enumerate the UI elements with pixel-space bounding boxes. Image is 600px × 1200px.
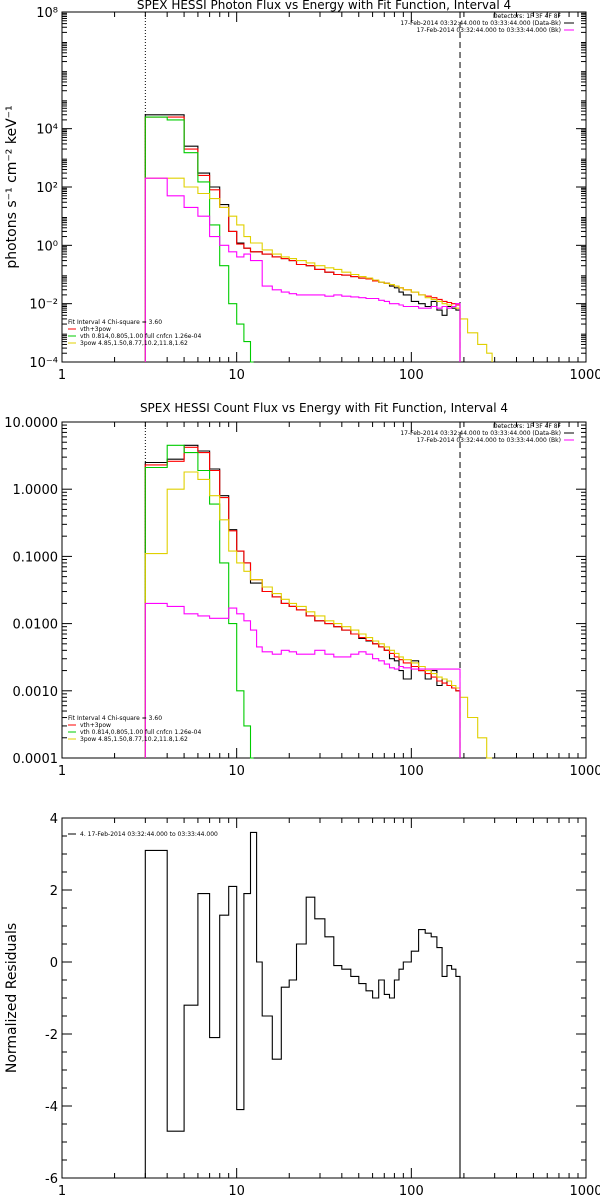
series-1-step-line (144, 116, 461, 362)
y-tick-label: 0.1000 (13, 550, 59, 565)
x-tick-label: 10 (228, 1184, 245, 1199)
y-tick-label: 0 (50, 956, 58, 971)
header-line: Detectors: 1F 3F 4F 8F (493, 423, 562, 430)
y-tick-label: 2 (50, 884, 58, 899)
plot-frame (61, 421, 587, 759)
x-tick-label: 1000 (569, 368, 600, 383)
x-tick-label: 10 (228, 764, 245, 779)
series-3-step-line (144, 177, 493, 362)
header-line: 17-Feb-2014 03:32:44.000 to 03:33:44.000… (400, 430, 561, 437)
y-tick-label: -4 (45, 1100, 58, 1115)
legend-entry: 3pow 4.85,1.50,8.77,10.2,11.8,1.62 (80, 736, 188, 743)
y-tick-label: 10⁸ (36, 6, 58, 21)
y-axis-label: Normalized Residuals (4, 923, 20, 1073)
y-tick-label: -6 (45, 1172, 58, 1187)
x-tick-label: 100 (399, 1184, 424, 1199)
x-tick-label: 100 (399, 368, 424, 383)
y-tick-label: 0.0010 (13, 685, 59, 700)
y-tick-label: 10² (36, 181, 58, 196)
x-tick-label: 100 (399, 764, 424, 779)
legend-entry: 4. 17-Feb-2014 03:32:44.000 to 03:33:44.… (80, 831, 218, 838)
series-2-step-line (144, 116, 254, 363)
legend-entry: Fit Interval 4 Chi-square = 3.60 (68, 715, 162, 722)
series-0-step-line (144, 444, 461, 758)
x-tick-label: 10 (228, 368, 245, 383)
y-tick-label: 10.0000 (4, 416, 58, 431)
y-tick-label: 0.0100 (13, 618, 59, 633)
y-tick-label: -2 (45, 1028, 58, 1043)
y-tick-label: 10⁰ (36, 239, 58, 254)
legend-entry: 3pow 4.85,1.50,8.77,10.2,11.8,1.62 (80, 340, 188, 347)
series-4-step-line (144, 177, 461, 362)
series-0-step-line (144, 831, 461, 1178)
panel-photon-flux: SPEX HESSI Photon Flux vs Energy with Fi… (4, 0, 600, 383)
header-line: 17-Feb-2014 03:32:44.000 to 03:33:44.000… (400, 20, 561, 27)
header-line: Detectors: 1F 3F 4F 8F (493, 13, 562, 20)
x-tick-label: 1 (58, 368, 66, 383)
panel-count-flux: SPEX HESSI Count Flux vs Energy with Fit… (4, 401, 600, 779)
x-tick-label: 1000 (569, 764, 600, 779)
chart-title: SPEX HESSI Photon Flux vs Energy with Fi… (137, 0, 511, 12)
panel-residuals: Normalized Residuals 1 10 100 1000 -6 -4 -2 0 2 4 4… (4, 812, 600, 1199)
series-4-step-line (144, 602, 461, 758)
plot-frame (61, 817, 587, 1179)
y-tick-label: 10⁴ (36, 123, 58, 138)
series-2-step-line (144, 444, 254, 759)
legend-entry: vth 0.814,0.805,1.00 full cnfcn 1.26e-04 (80, 333, 201, 340)
series-1-step-line (144, 446, 461, 758)
y-tick-label: 10⁻⁴ (29, 356, 58, 371)
legend-entry: Fit Interval 4 Chi-square = 3.60 (68, 319, 162, 326)
series-0-step-line (144, 114, 461, 362)
header-line: 17-Feb-2014 03:32:44.000 to 03:33:44.000… (417, 27, 561, 34)
header-line: 17-Feb-2014 03:32:44.000 to 03:33:44.000… (417, 437, 561, 444)
legend-entry: vth+3pow (80, 722, 111, 729)
legend-entry: vth 0.814,0.805,1.00 full cnfcn 1.26e-04 (80, 729, 201, 736)
x-tick-label: 1 (58, 1184, 66, 1199)
y-tick-label: 10⁻² (29, 298, 58, 313)
x-tick-label: 1 (58, 764, 66, 779)
y-tick-label: 0.0001 (13, 752, 59, 767)
plot-frame (61, 11, 587, 363)
series-3-step-line (144, 471, 493, 759)
y-tick-label: 4 (50, 812, 58, 827)
x-tick-label: 1000 (569, 1184, 600, 1199)
legend-entry: vth+3pow (80, 326, 111, 333)
y-axis-label: photons s⁻¹ cm⁻² keV⁻¹ (4, 105, 20, 268)
chart-title: SPEX HESSI Count Flux vs Energy with Fit… (140, 401, 508, 415)
y-tick-label: 1.0000 (13, 483, 59, 498)
